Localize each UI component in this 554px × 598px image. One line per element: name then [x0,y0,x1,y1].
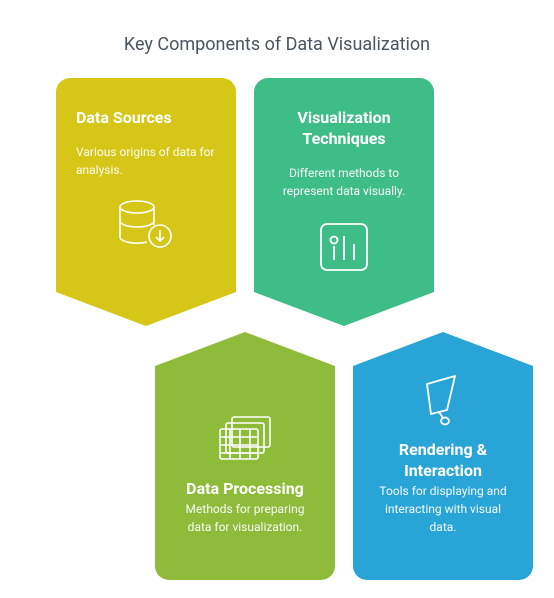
card-visualization-techniques: Visualization Techniques Different metho… [254,78,434,326]
card-desc: Various origins of data for analysis. [76,143,216,179]
card-heading: Visualization Techniques [274,108,414,150]
card-heading: Data Sources [76,108,172,129]
card-desc: Tools for displaying and interacting wit… [373,482,513,536]
infographic-grid: Data Sources Various origins of data for… [0,0,554,598]
card-rendering-interaction: Tools for displaying and interacting wit… [353,332,533,580]
card-desc: Different methods to represent data visu… [274,164,414,200]
database-download-icon [117,199,175,251]
card-heading: Rendering & Interaction [373,440,513,482]
card-data-processing: Methods for preparing data for visualiza… [155,332,335,580]
card-heading: Data Processing [186,479,304,500]
card-data-sources: Data Sources Various origins of data for… [56,78,236,326]
card-desc: Methods for preparing data for visualiza… [175,500,315,536]
spreadsheet-stack-icon [216,415,274,465]
bar-chart-icon [317,220,371,274]
trowel-icon [417,370,469,426]
